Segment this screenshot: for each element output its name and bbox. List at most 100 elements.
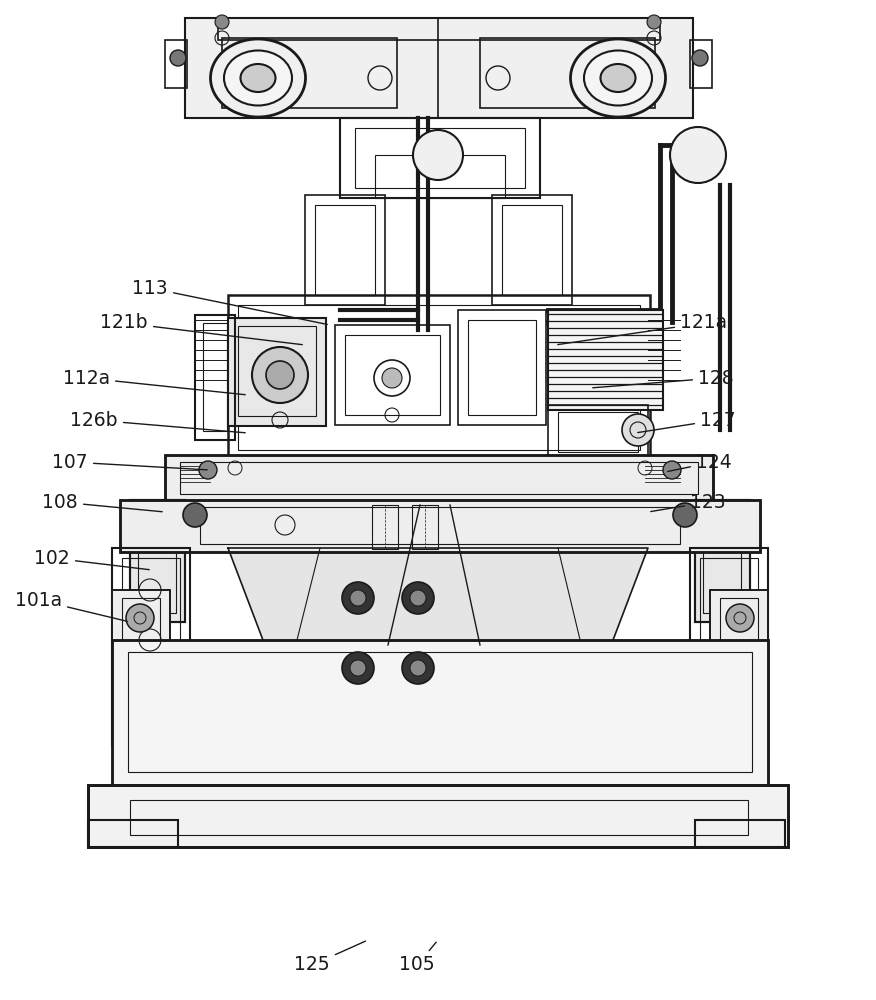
Bar [335, 325, 450, 425]
Bar [165, 455, 713, 503]
Circle shape [350, 660, 366, 676]
Circle shape [692, 50, 708, 66]
Circle shape [252, 347, 308, 403]
Bar [120, 500, 760, 552]
Circle shape [342, 652, 374, 684]
Bar [200, 507, 680, 544]
Bar [218, 18, 660, 40]
Bar [130, 500, 185, 622]
Circle shape [215, 15, 229, 29]
Bar [700, 558, 758, 736]
Text: 121b: 121b [101, 314, 302, 345]
Bar [458, 310, 546, 425]
Polygon shape [228, 548, 648, 648]
Bar [203, 323, 227, 431]
Bar [695, 820, 785, 847]
Bar [502, 205, 562, 295]
Bar [88, 785, 788, 847]
Bar [548, 310, 663, 410]
Bar [690, 548, 768, 746]
Bar [130, 800, 748, 835]
Bar [222, 38, 397, 108]
Bar [138, 508, 176, 613]
Circle shape [126, 604, 154, 632]
Bar [112, 548, 190, 746]
Bar [558, 412, 638, 452]
Text: 126b: 126b [70, 410, 245, 433]
Bar [695, 500, 750, 622]
Text: 102: 102 [34, 548, 149, 570]
Text: 108: 108 [42, 492, 162, 512]
Circle shape [183, 503, 207, 527]
Bar [112, 640, 768, 785]
Bar [695, 500, 750, 622]
Text: 121a: 121a [558, 314, 727, 345]
Bar [372, 505, 398, 549]
Bar [480, 38, 655, 108]
Text: 128: 128 [593, 368, 733, 388]
Bar [375, 155, 505, 198]
Bar [305, 195, 385, 305]
Text: 105: 105 [399, 942, 436, 974]
Bar [340, 118, 540, 198]
Circle shape [350, 590, 366, 606]
Bar [412, 505, 438, 549]
Text: 125: 125 [294, 941, 365, 974]
Bar [710, 590, 768, 652]
Circle shape [622, 414, 654, 446]
Circle shape [402, 652, 434, 684]
Text: 113: 113 [132, 278, 328, 324]
Circle shape [663, 461, 681, 479]
Bar [88, 785, 788, 847]
Circle shape [673, 503, 697, 527]
Bar [345, 335, 440, 415]
Bar [195, 315, 235, 440]
Text: 112a: 112a [63, 368, 245, 395]
Circle shape [402, 582, 434, 614]
Bar [238, 326, 316, 416]
Bar [228, 318, 326, 426]
Ellipse shape [570, 39, 666, 117]
Circle shape [726, 604, 754, 632]
Bar [122, 598, 160, 644]
Ellipse shape [601, 64, 635, 92]
Bar [548, 405, 648, 460]
Ellipse shape [210, 39, 306, 117]
Ellipse shape [584, 50, 652, 105]
Bar [703, 508, 741, 613]
Bar [112, 590, 170, 652]
Text: 107: 107 [53, 452, 208, 472]
Bar [120, 500, 760, 552]
Bar [130, 500, 185, 622]
Bar [128, 652, 752, 772]
Bar [88, 820, 178, 847]
Circle shape [342, 582, 374, 614]
Bar [112, 590, 170, 652]
Ellipse shape [241, 64, 275, 92]
Circle shape [382, 368, 402, 388]
Bar [720, 598, 758, 644]
Ellipse shape [224, 50, 292, 105]
Bar [122, 558, 180, 736]
Bar [690, 40, 712, 88]
Bar [238, 305, 640, 450]
Bar [185, 18, 693, 118]
Text: 123: 123 [651, 492, 725, 512]
Circle shape [647, 15, 661, 29]
Circle shape [170, 50, 186, 66]
Circle shape [410, 590, 426, 606]
Circle shape [199, 461, 217, 479]
Text: 101a: 101a [15, 590, 127, 621]
Bar [710, 590, 768, 652]
Bar [165, 40, 187, 88]
Circle shape [670, 127, 726, 183]
Bar [180, 462, 698, 494]
Circle shape [266, 361, 294, 389]
Bar [315, 205, 375, 295]
Bar [228, 295, 650, 460]
Bar [468, 320, 536, 415]
Bar [492, 195, 572, 305]
Circle shape [413, 130, 463, 180]
Bar [112, 640, 768, 785]
Bar [355, 128, 525, 188]
